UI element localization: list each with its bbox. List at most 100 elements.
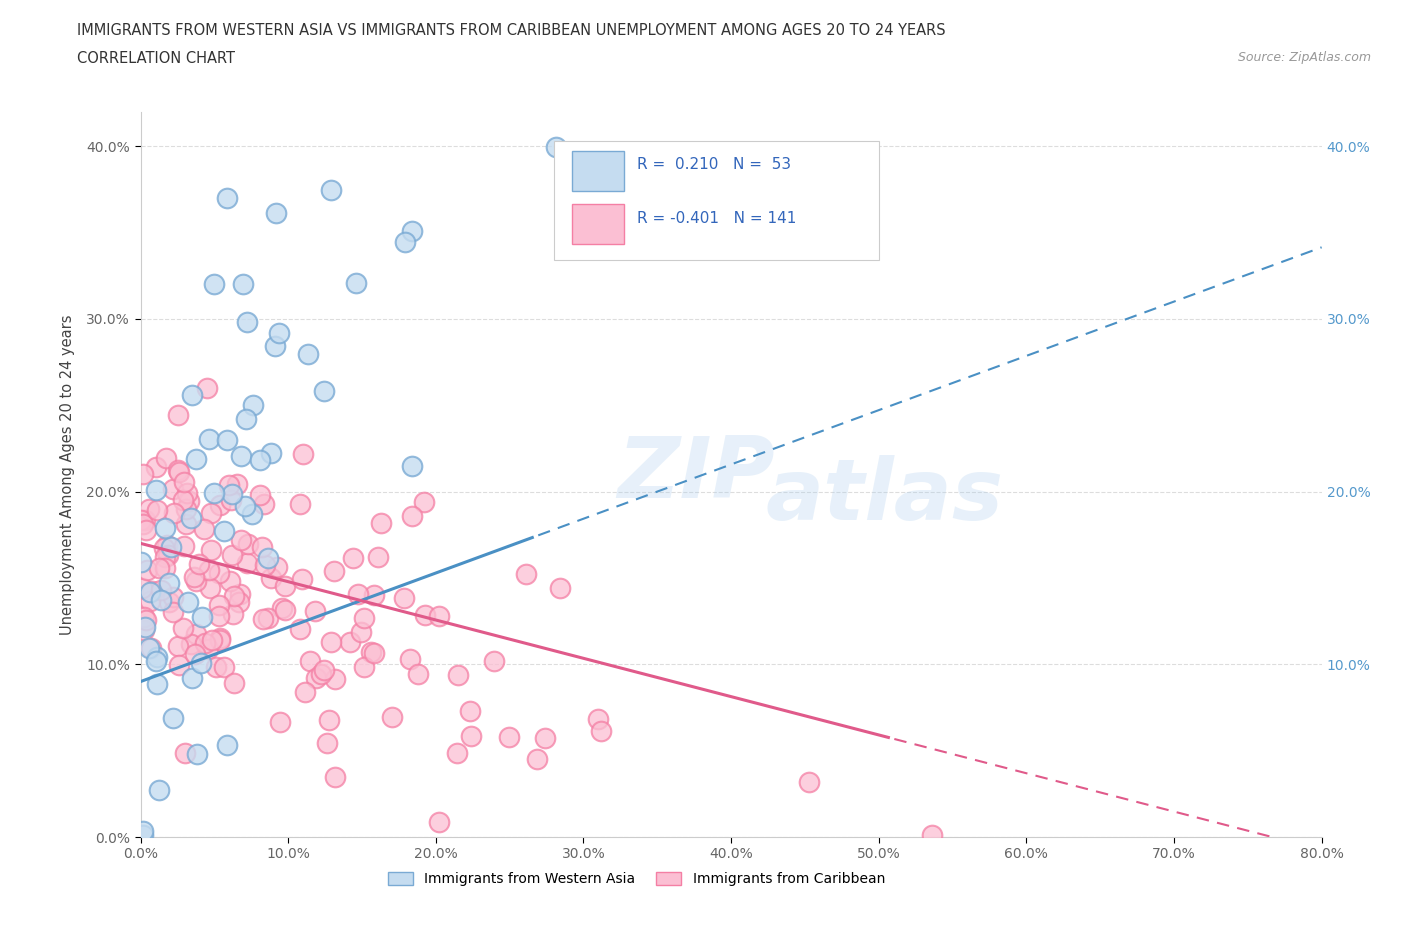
Point (249, 487, 271, 502)
Point (446, 746, 468, 761)
Point (274, 603, 297, 618)
Point (186, 574, 208, 589)
Point (429, 815, 451, 830)
Point (394, 591, 416, 605)
Point (153, 550, 176, 565)
Text: R = -0.401   N = 141: R = -0.401 N = 141 (637, 211, 796, 226)
Point (252, 539, 274, 554)
Point (288, 497, 311, 512)
Point (184, 451, 207, 466)
Point (228, 595, 250, 610)
Point (252, 612, 274, 627)
Point (229, 448, 252, 463)
Point (226, 477, 249, 492)
Text: Source: ZipAtlas.com: Source: ZipAtlas.com (1237, 51, 1371, 64)
Point (208, 598, 231, 613)
Point (131, 580, 153, 595)
Point (162, 481, 184, 496)
Point (297, 347, 319, 362)
Point (264, 206, 287, 220)
Point (148, 561, 170, 576)
Point (339, 634, 361, 649)
Point (132, 828, 155, 843)
Point (212, 659, 235, 674)
Point (132, 517, 155, 532)
Point (447, 668, 470, 683)
Point (197, 432, 219, 447)
Point (138, 641, 160, 656)
Point (217, 191, 239, 206)
Point (259, 570, 281, 585)
Point (129, 555, 152, 570)
Point (202, 485, 225, 500)
Point (169, 464, 191, 479)
Point (242, 507, 264, 522)
Point (589, 724, 612, 738)
Point (160, 539, 183, 554)
Point (173, 474, 195, 489)
Point (253, 558, 276, 573)
Point (229, 587, 252, 602)
Point (429, 608, 451, 623)
Point (363, 646, 385, 661)
Point (401, 509, 423, 524)
Point (266, 560, 288, 575)
Point (380, 710, 402, 724)
Point (166, 407, 188, 422)
Point (458, 703, 481, 718)
Text: IMMIGRANTS FROM WESTERN ASIA VS IMMIGRANTS FROM CARIBBEAN UNEMPLOYMENT AMONG AGE: IMMIGRANTS FROM WESTERN ASIA VS IMMIGRAN… (77, 23, 946, 38)
Point (141, 640, 163, 655)
Point (269, 326, 291, 340)
Point (253, 497, 276, 512)
Point (304, 671, 326, 685)
Point (129, 512, 152, 527)
Point (208, 632, 231, 647)
Point (146, 502, 169, 517)
Point (316, 736, 339, 751)
Point (342, 551, 364, 565)
Point (166, 462, 188, 477)
Point (131, 824, 153, 839)
Point (174, 745, 197, 760)
Point (195, 380, 218, 395)
Point (270, 601, 292, 616)
Point (176, 594, 198, 609)
Point (586, 711, 609, 726)
Point (180, 388, 202, 403)
Point (208, 631, 231, 645)
Point (399, 651, 422, 666)
Point (172, 620, 194, 635)
Point (163, 506, 186, 521)
Point (323, 671, 346, 686)
Point (191, 610, 214, 625)
Point (249, 452, 271, 467)
Point (200, 633, 222, 648)
Point (215, 433, 238, 448)
Point (193, 522, 215, 537)
Point (162, 590, 184, 604)
Point (233, 498, 256, 513)
Point (221, 487, 243, 502)
Point (174, 516, 197, 531)
Point (167, 639, 190, 654)
Point (176, 485, 198, 500)
Point (153, 541, 176, 556)
Point (546, 140, 568, 155)
Point (257, 610, 280, 625)
Point (156, 538, 179, 552)
Point (401, 224, 423, 239)
Y-axis label: Unemployment Among Ages 20 to 24 years: Unemployment Among Ages 20 to 24 years (60, 314, 75, 634)
Point (145, 459, 167, 474)
Point (145, 483, 167, 498)
Point (162, 711, 184, 726)
Point (224, 675, 246, 690)
Text: CORRELATION CHART: CORRELATION CHART (77, 51, 235, 66)
Point (321, 634, 343, 649)
Point (797, 775, 820, 790)
Point (515, 567, 537, 582)
Point (219, 574, 242, 589)
Point (367, 550, 389, 565)
Point (235, 412, 257, 427)
Point (212, 524, 235, 538)
Point (134, 610, 156, 625)
